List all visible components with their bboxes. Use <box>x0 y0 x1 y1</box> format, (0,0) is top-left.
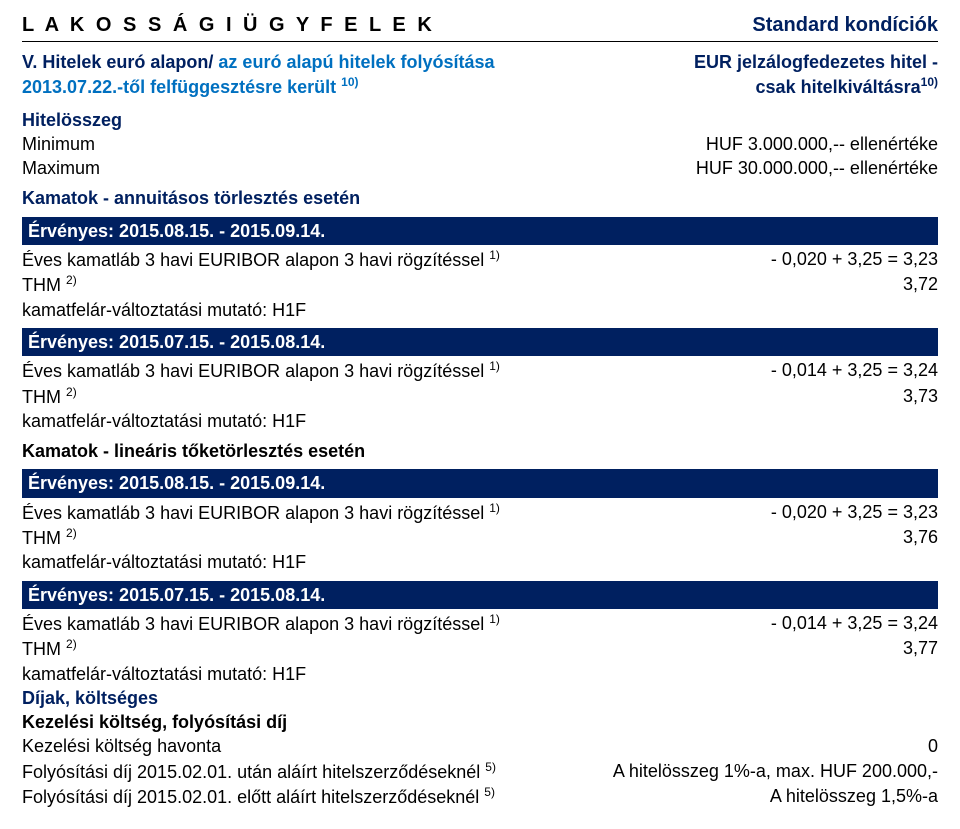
lin2-thm-value: 3,77 <box>903 636 938 661</box>
fees-row3: Folyósítási díj 2015.02.01. előtt aláírt… <box>22 784 938 809</box>
lin1-thm-value: 3,76 <box>903 525 938 550</box>
thm-label-sup: 2) <box>66 385 77 399</box>
amount-min-row: Minimum HUF 3.000.000,-- ellenértéke <box>22 132 938 156</box>
page-header: L A K O S S Á G I Ü G Y F E L E K Standa… <box>22 12 938 42</box>
mutato-3: kamatfelár-változtatási mutató: H1F <box>22 550 938 574</box>
ann1-thm-row: THM 2) 3,72 <box>22 272 938 297</box>
header-right: Standard kondíciók <box>752 12 938 39</box>
fees-row2-value: A hitelösszeg 1%-a, max. HUF 200.000,- <box>613 759 938 784</box>
thm-label-sup: 2) <box>66 273 77 287</box>
thm-label: THM <box>22 387 61 407</box>
fees-row3-label: Folyósítási díj 2015.02.01. előtt aláírt… <box>22 787 479 807</box>
lin1-thm-row: THM 2) 3,76 <box>22 525 938 550</box>
rate-label: Éves kamatláb 3 havi EURIBOR alapon 3 ha… <box>22 361 484 381</box>
thm-label: THM <box>22 528 61 548</box>
thm-label-sup: 2) <box>66 637 77 651</box>
intro-row: V. Hitelek euró alapon/ az euró alapú hi… <box>22 50 938 100</box>
ann1-thm-value: 3,72 <box>903 272 938 297</box>
thm-label-sup: 2) <box>66 526 77 540</box>
rate-label: Éves kamatláb 3 havi EURIBOR alapon 3 ha… <box>22 250 484 270</box>
thm-label: THM <box>22 639 61 659</box>
fees-row2-label: Folyósítási díj 2015.02.01. után aláírt … <box>22 762 480 782</box>
fees-row1-value: 0 <box>928 734 938 758</box>
fees-row2-sup: 5) <box>485 760 496 774</box>
intro-left-2a: 2013.07.22.-től felfüggesztésre került <box>22 77 336 97</box>
intro-right: EUR jelzálogfedezetes hitel - csak hitel… <box>694 50 938 100</box>
fees-row2: Folyósítási díj 2015.02.01. után aláírt … <box>22 759 938 784</box>
amount-max-row: Maximum HUF 30.000.000,-- ellenértéke <box>22 156 938 180</box>
fees-title: Díjak, költséges <box>22 686 938 710</box>
intro-right-2a: csak hitelkiváltásra <box>756 77 921 97</box>
ann2-thm-row: THM 2) 3,73 <box>22 384 938 409</box>
mutato-4: kamatfelár-változtatási mutató: H1F <box>22 662 938 686</box>
mutato-1: kamatfelár-változtatási mutató: H1F <box>22 298 938 322</box>
intro-left-1b: az euró alapú hitelek folyósítása <box>218 52 494 72</box>
ann1-rate-row: Éves kamatláb 3 havi EURIBOR alapon 3 ha… <box>22 247 938 272</box>
intro-left: V. Hitelek euró alapon/ az euró alapú hi… <box>22 50 495 100</box>
rate-label-sup: 1) <box>489 612 500 626</box>
annuity-header: Kamatok - annuitásos törlesztés esetén <box>22 186 938 210</box>
fees-row3-value: A hitelösszeg 1,5%-a <box>770 784 938 809</box>
lin1-rate-value: - 0,020 + 3,25 = 3,23 <box>771 500 938 525</box>
intro-right-1: EUR jelzálogfedezetes hitel - <box>694 50 938 74</box>
lin1-rate-row: Éves kamatláb 3 havi EURIBOR alapon 3 ha… <box>22 500 938 525</box>
rate-label-sup: 1) <box>489 501 500 515</box>
rate-label-sup: 1) <box>489 248 500 262</box>
header-left: L A K O S S Á G I Ü G Y F E L E K <box>22 12 435 39</box>
fees-row1-label: Kezelési költség havonta <box>22 734 221 758</box>
amount-min-label: Minimum <box>22 132 95 156</box>
rate-label: Éves kamatláb 3 havi EURIBOR alapon 3 ha… <box>22 503 484 523</box>
lin2-rate-value: - 0,014 + 3,25 = 3,24 <box>771 611 938 636</box>
ann2-rate-row: Éves kamatláb 3 havi EURIBOR alapon 3 ha… <box>22 358 938 383</box>
lin2-rate-row: Éves kamatláb 3 havi EURIBOR alapon 3 ha… <box>22 611 938 636</box>
validity-bar-2: Érvényes: 2015.07.15. - 2015.08.14. <box>22 328 938 356</box>
mutato-2: kamatfelár-változtatási mutató: H1F <box>22 409 938 433</box>
ann2-thm-value: 3,73 <box>903 384 938 409</box>
ann2-rate-value: - 0,014 + 3,25 = 3,24 <box>771 358 938 383</box>
thm-label: THM <box>22 275 61 295</box>
ann1-rate-value: - 0,020 + 3,25 = 3,23 <box>771 247 938 272</box>
amount-min-value: HUF 3.000.000,-- ellenértéke <box>706 132 938 156</box>
amount-max-label: Maximum <box>22 156 100 180</box>
fees-row3-sup: 5) <box>484 785 495 799</box>
fees-sub1: Kezelési költség, folyósítási díj <box>22 710 938 734</box>
fees-row1: Kezelési költség havonta 0 <box>22 734 938 758</box>
amount-title: Hitelösszeg <box>22 108 938 132</box>
lin2-thm-row: THM 2) 3,77 <box>22 636 938 661</box>
rate-label-sup: 1) <box>489 359 500 373</box>
intro-right-2sup: 10) <box>921 75 938 89</box>
validity-bar-4: Érvényes: 2015.07.15. - 2015.08.14. <box>22 581 938 609</box>
validity-bar-1: Érvényes: 2015.08.15. - 2015.09.14. <box>22 217 938 245</box>
intro-left-2sup: 10) <box>341 75 358 89</box>
intro-left-1a: V. Hitelek euró alapon/ <box>22 52 213 72</box>
validity-bar-3: Érvényes: 2015.08.15. - 2015.09.14. <box>22 469 938 497</box>
linear-header: Kamatok - lineáris tőketörlesztés esetén <box>22 439 938 463</box>
rate-label: Éves kamatláb 3 havi EURIBOR alapon 3 ha… <box>22 614 484 634</box>
amount-max-value: HUF 30.000.000,-- ellenértéke <box>696 156 938 180</box>
